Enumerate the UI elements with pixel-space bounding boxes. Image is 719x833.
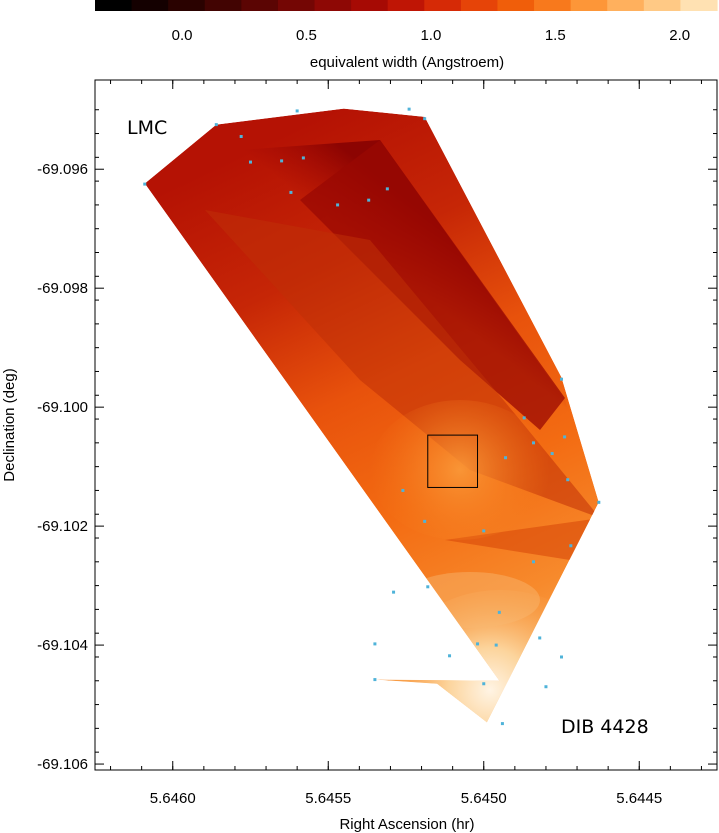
- star-marker: [214, 123, 218, 127]
- star-marker: [532, 560, 536, 564]
- star-marker: [550, 452, 554, 456]
- lower-dark-wedge: [445, 518, 599, 560]
- x-tick-label: 5.6450: [461, 790, 507, 807]
- x-axis: 5.6460 5.6455 5.6450 5.6445: [110, 80, 702, 807]
- colorbar-swatch: [131, 0, 169, 11]
- star-marker: [482, 682, 486, 686]
- star-marker: [560, 377, 563, 381]
- x-tick-label: 5.6455: [305, 790, 351, 807]
- star-marker: [301, 156, 305, 160]
- star-marker: [407, 107, 411, 111]
- colorbar-swatch: [95, 0, 133, 11]
- x-tick-label: 5.6460: [150, 790, 196, 807]
- map-region: [144, 108, 599, 723]
- colorbar-label: equivalent width (Angstroem): [310, 54, 504, 71]
- colorbar-swatch: [460, 0, 499, 11]
- colorbar-swatch: [314, 0, 352, 11]
- y-tick-label: -69.100: [37, 399, 88, 416]
- y-tick-label: -69.104: [37, 637, 88, 654]
- colorbar-tick-label: 2.0: [669, 27, 690, 44]
- y-tick-label: -69.102: [37, 518, 88, 535]
- field-box: [427, 434, 479, 488]
- star-marker: [532, 441, 536, 445]
- y-tick-label: -69.096: [37, 161, 88, 178]
- star-marker: [544, 685, 548, 689]
- plot-frame: [94, 79, 718, 771]
- star-marker: [143, 182, 147, 186]
- colorbar-swatch: [387, 0, 425, 11]
- star-marker: [289, 190, 293, 194]
- star-marker: [500, 722, 504, 726]
- colorbar-tick-label: 0.0: [172, 27, 193, 44]
- star-marker: [522, 416, 526, 420]
- colorbar-swatch: [497, 0, 535, 11]
- star-marker: [497, 610, 501, 614]
- colorbar-swatch: [570, 0, 608, 11]
- colorbar-swatch: [241, 0, 279, 11]
- star-marker: [494, 643, 498, 647]
- star-marker: [597, 500, 601, 504]
- colorbar-swatch: [643, 0, 682, 11]
- star-marker: [373, 642, 377, 646]
- colorbar-ticks: 0.0 0.5 1.0 1.5 2.0: [172, 27, 690, 44]
- bright-streak: [400, 572, 540, 628]
- star-marker: [373, 678, 377, 682]
- colorbar-swatch: [534, 0, 572, 11]
- colorbar-tick-label: 1.0: [420, 27, 441, 44]
- star-markers: [143, 107, 601, 726]
- star-marker: [239, 135, 243, 139]
- y-tick-label: -69.106: [37, 756, 88, 773]
- star-marker: [538, 636, 542, 640]
- star-marker: [504, 456, 508, 460]
- star-marker: [426, 585, 430, 589]
- colorbar-swatch: [168, 0, 206, 11]
- star-marker: [249, 160, 252, 164]
- colorbar-tick-label: 1.5: [545, 27, 566, 44]
- colorbar-swatch: [277, 0, 316, 11]
- star-marker: [280, 159, 284, 163]
- x-axis-title: Right Ascension (hr): [339, 816, 474, 833]
- star-marker: [482, 529, 486, 533]
- mid-lighter: [370, 400, 550, 540]
- star-marker: [295, 109, 299, 113]
- dark-wedge-upper: [300, 140, 565, 430]
- star-marker: [336, 203, 340, 207]
- star-marker: [367, 198, 371, 202]
- y-tick-label: -69.098: [37, 280, 88, 297]
- annotation-dib: DIB 4428: [561, 716, 649, 738]
- y-axis-title: Declination (deg): [1, 368, 18, 481]
- star-marker: [448, 654, 452, 658]
- star-marker: [563, 435, 567, 439]
- colorbar-swatch: [680, 0, 718, 11]
- annotation-lmc: LMC: [127, 117, 167, 139]
- star-marker: [566, 478, 570, 482]
- star-marker: [560, 655, 563, 659]
- star-marker: [423, 117, 427, 121]
- colorbar-swatch: [351, 0, 389, 11]
- star-marker: [476, 642, 480, 646]
- star-marker: [569, 544, 573, 548]
- star-marker: [392, 590, 396, 594]
- colorbar-swatch: [424, 0, 462, 11]
- x-tick-label: 5.6445: [616, 790, 662, 807]
- colorbar-swatch: [204, 0, 242, 11]
- colorbar: [95, 0, 718, 11]
- y-axis: -69.096 -69.098 -69.100 -69.102 -69.104 -69.1…: [37, 109, 717, 773]
- colorbar-swatch: [607, 0, 645, 11]
- star-marker: [385, 187, 389, 191]
- star-marker: [423, 519, 427, 523]
- star-marker: [401, 488, 405, 492]
- colorbar-tick-label: 0.5: [296, 27, 317, 44]
